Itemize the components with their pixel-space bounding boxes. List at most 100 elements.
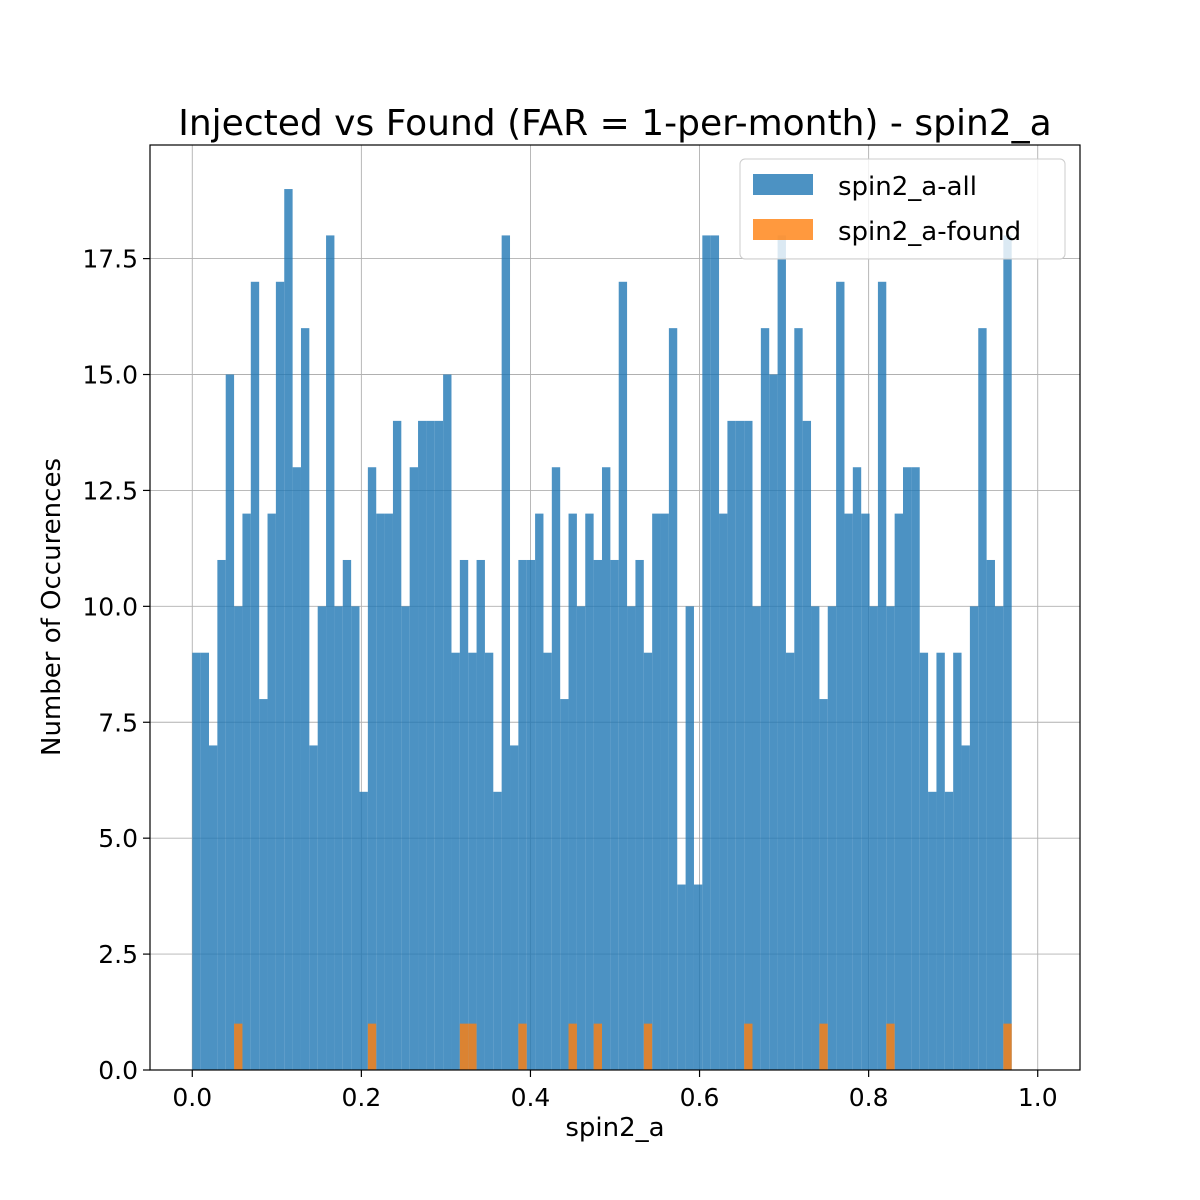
bar-all	[468, 652, 477, 1070]
bar-all	[376, 513, 385, 1070]
bar-all	[560, 699, 569, 1070]
bar-all	[242, 513, 251, 1070]
bar-all	[359, 791, 368, 1070]
bar-all	[443, 374, 452, 1070]
bar-all	[811, 606, 820, 1070]
bar-all	[593, 559, 602, 1070]
bar-all	[576, 606, 586, 1070]
bar-found	[234, 1023, 243, 1070]
bar-all	[727, 420, 736, 1070]
bar-all	[919, 652, 929, 1070]
bar-all	[610, 559, 619, 1070]
bar-all	[1003, 235, 1012, 1071]
bar-all	[351, 606, 360, 1070]
bar-all	[643, 652, 653, 1070]
bar-all	[785, 652, 795, 1070]
x-tick-label: 1.0	[1018, 1083, 1058, 1112]
bar-all	[568, 513, 577, 1070]
bar-found	[819, 1023, 828, 1070]
bar-all	[627, 606, 636, 1070]
bar-all	[426, 420, 435, 1070]
bar-all	[208, 745, 218, 1070]
bar-all	[535, 513, 544, 1070]
bar-found	[744, 1023, 753, 1070]
y-tick-label: 10.0	[82, 592, 138, 621]
bar-all	[585, 513, 594, 1070]
bar-all	[802, 420, 812, 1070]
bar-all	[819, 699, 828, 1070]
bar-all	[685, 606, 694, 1070]
bar-all	[652, 513, 661, 1070]
bar-all	[543, 652, 552, 1070]
bar-found	[643, 1023, 653, 1070]
bar-all	[192, 652, 201, 1070]
bar-all	[342, 559, 352, 1070]
legend-label-found: spin2_a-found	[838, 217, 1021, 247]
bar-all	[367, 467, 377, 1070]
bar-all	[250, 281, 260, 1071]
bar-all	[760, 328, 770, 1070]
bar-all	[936, 652, 945, 1070]
bar-all	[618, 281, 628, 1071]
y-tick-label: 2.5	[98, 940, 138, 969]
bar-all	[777, 235, 786, 1071]
histogram-bars	[192, 189, 1012, 1071]
bar-all	[200, 652, 209, 1070]
x-tick-label: 0.6	[680, 1083, 720, 1112]
bar-all	[719, 513, 728, 1070]
bar-all	[894, 513, 904, 1070]
bar-all	[392, 420, 402, 1070]
bar-all	[903, 467, 912, 1070]
x-tick-label: 0.4	[511, 1083, 551, 1112]
series-found	[234, 1023, 1012, 1070]
bar-all	[769, 374, 778, 1070]
bar-all	[284, 189, 293, 1071]
y-axis-label: Number of Occurences	[37, 458, 67, 756]
bar-all	[852, 467, 862, 1070]
bar-all	[518, 559, 527, 1070]
y-tick-label: 0.0	[98, 1056, 138, 1085]
bar-found	[468, 1023, 477, 1070]
bar-all	[418, 420, 427, 1070]
bar-all	[300, 328, 310, 1070]
bar-all	[217, 559, 226, 1070]
bar-all	[267, 513, 276, 1070]
bar-all	[309, 745, 318, 1070]
y-tick-label: 17.5	[82, 245, 138, 274]
series-all	[192, 189, 1012, 1071]
bar-all	[735, 420, 745, 1070]
bar-all	[869, 606, 878, 1070]
bar-all	[836, 281, 845, 1071]
bar-all	[986, 559, 995, 1070]
bar-all	[484, 652, 494, 1070]
bar-all	[861, 513, 870, 1070]
bar-all	[225, 374, 235, 1070]
plot-area-frame	[149, 144, 1081, 1071]
bar-all	[886, 606, 895, 1070]
bar-all	[978, 328, 987, 1070]
bar-all	[551, 467, 561, 1070]
bar-all	[384, 513, 393, 1070]
axis-ticks: 0.0 0.2 0.4 0.6 0.8 1.0 0.0 2.5 5.0 7.5 10.0 12.5 15…	[82, 245, 1057, 1112]
bar-all	[944, 791, 954, 1070]
bar-all	[451, 652, 460, 1070]
legend-swatch-all	[753, 174, 813, 195]
bar-all	[693, 884, 703, 1070]
bar-all	[969, 606, 979, 1070]
bar-all	[234, 606, 243, 1070]
bar-all	[827, 606, 837, 1070]
x-tick-label: 0.2	[341, 1083, 381, 1112]
bar-all	[877, 281, 887, 1071]
bar-all	[601, 467, 611, 1070]
bar-all	[510, 745, 519, 1070]
bar-all	[710, 235, 720, 1071]
bar-all	[961, 745, 970, 1070]
bar-all	[326, 235, 335, 1071]
bar-all	[844, 513, 853, 1070]
bar-all	[526, 559, 536, 1070]
bar-all	[911, 467, 920, 1070]
bar-found	[459, 1023, 469, 1070]
bar-all	[501, 235, 511, 1071]
bar-all	[401, 606, 410, 1070]
bar-all	[459, 559, 469, 1070]
